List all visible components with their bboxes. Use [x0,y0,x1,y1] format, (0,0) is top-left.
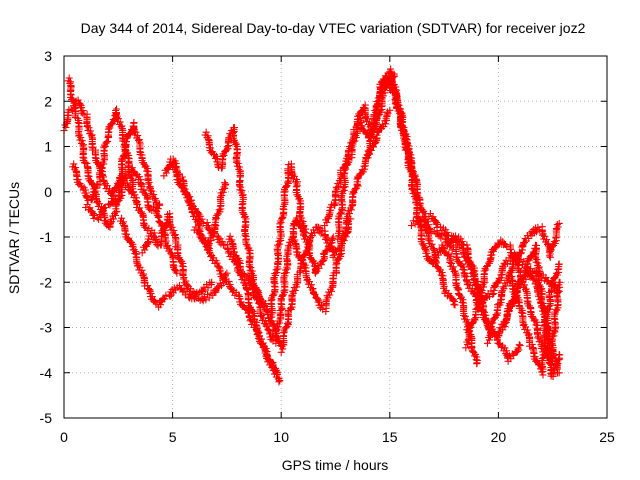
y-tick-label: -1 [40,229,53,245]
y-tick-label: -4 [40,365,53,381]
sat-track-6-markers [138,210,216,302]
x-tick-label: 10 [273,429,289,445]
sat-track-4 [82,119,181,277]
x-tick-label: 0 [60,429,68,445]
tick-layer: 0 5 10 15 20 25 -5 -4 -3 -2 -1 0 1 2 3 [40,48,615,445]
y-tick-label: 2 [44,93,52,109]
sat-track-5 [116,214,231,311]
sat-track-5-markers [116,214,231,311]
x-tick-label: 5 [169,429,177,445]
sat-track-12-markers [245,214,310,347]
y-tick-label: -3 [40,320,53,336]
y-tick-label: -5 [40,410,53,426]
sat-track-11-markers [225,232,284,386]
y-axis-label: SDTVAR / TECUs [6,182,22,294]
x-axis-label: GPS time / hours [282,457,389,473]
sat-track-15 [288,106,394,316]
y-tick-label: 1 [44,139,52,155]
sat-track-12 [245,214,310,347]
sat-track-26 [505,260,563,379]
x-tick-label: 20 [491,429,507,445]
y-tick-label: -2 [40,274,53,290]
chart-title: Day 344 of 2014, Sidereal Day-to-day VTE… [81,20,586,36]
sat-track-11 [225,232,284,386]
data-layer [60,65,564,386]
sat-track-15-markers [288,106,394,316]
x-tick-label: 25 [599,429,615,445]
y-tick-label: 0 [44,184,52,200]
y-tick-label: 3 [44,48,52,64]
sat-track-6 [138,210,216,302]
x-tick-label: 15 [382,429,398,445]
sat-track-4-markers [82,119,181,277]
sat-track-26-markers [505,260,563,379]
